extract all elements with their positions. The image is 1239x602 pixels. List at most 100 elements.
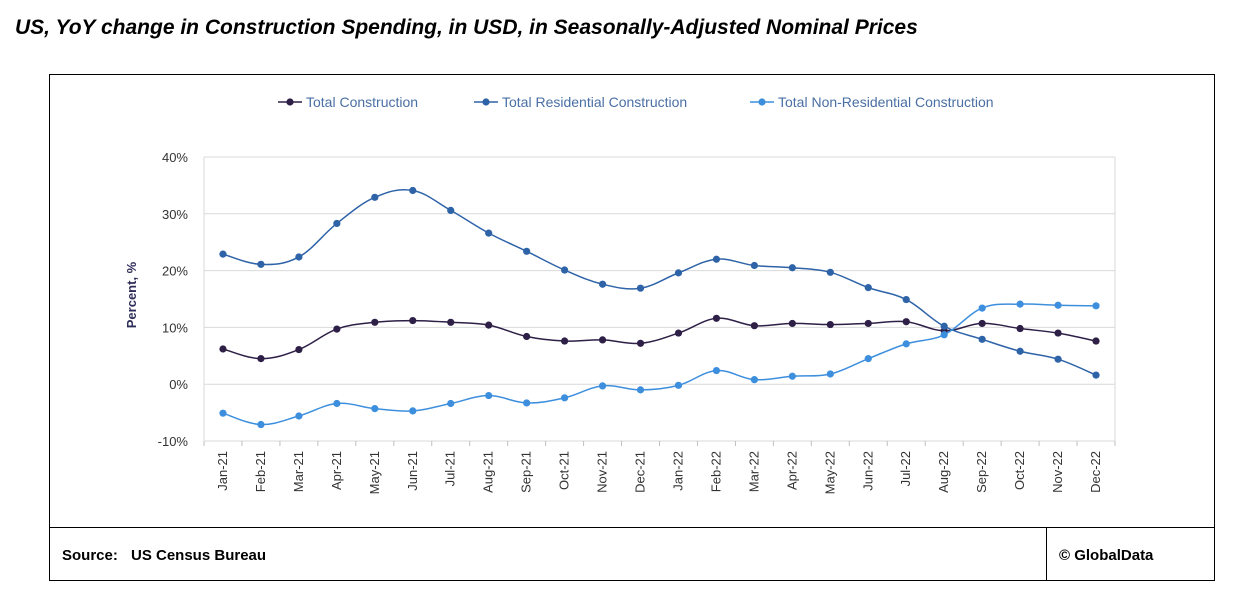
data-point <box>447 399 455 408</box>
data-point <box>523 247 531 255</box>
source-footer: Source: US Census Bureau <box>50 527 1047 580</box>
data-point <box>333 219 341 228</box>
data-point <box>333 399 341 408</box>
chart-frame: -10% 0% 10% 20% 30% 40% Jan-21 Feb-21 Mar-21 Apr-… <box>49 74 1215 581</box>
data-point <box>561 266 569 274</box>
data-point <box>1092 337 1100 345</box>
data-point <box>1054 355 1062 363</box>
axes: -10% 0% 10% 20% 30% 40% Jan-21 Feb-21 Mar-21 Apr-… <box>158 150 1116 494</box>
data-point <box>523 399 531 407</box>
data-point <box>712 366 721 375</box>
legend: Total Construction Total Residential Cons… <box>278 94 994 110</box>
data-point <box>447 206 455 214</box>
data-point <box>636 339 645 347</box>
data-point <box>788 319 796 328</box>
series-total-non-residential-construction <box>219 300 1100 429</box>
line-chart: -10% 0% 10% 20% 30% 40% Jan-21 Feb-21 Mar-21 Apr-… <box>124 94 1116 494</box>
data-point <box>864 319 872 328</box>
data-point <box>561 394 569 402</box>
data-point <box>485 229 493 237</box>
series-line-total-non-residential-construction <box>222 303 1097 426</box>
x-tick-label: Mar-22 <box>746 451 761 492</box>
x-tick-label: May-21 <box>367 451 382 494</box>
data-point <box>1054 329 1062 337</box>
data-point <box>636 284 645 292</box>
data-point <box>978 319 986 328</box>
data-point <box>978 304 986 312</box>
x-tick-label: Oct-21 <box>557 451 572 490</box>
data-point <box>295 345 303 354</box>
x-tick-label: Aug-21 <box>481 451 496 493</box>
data-point <box>1016 324 1024 333</box>
data-point <box>750 322 758 330</box>
data-point <box>674 269 683 277</box>
legend-item: Total Residential Construction <box>474 94 687 110</box>
data-point <box>712 255 721 263</box>
data-point <box>1092 302 1100 310</box>
data-point <box>750 261 758 270</box>
series-lines <box>219 186 1100 429</box>
x-tick-label: Nov-22 <box>1050 451 1065 493</box>
data-point <box>674 381 683 389</box>
data-point <box>257 260 265 268</box>
x-tick-label: Apr-22 <box>784 451 799 490</box>
data-point <box>371 405 379 413</box>
x-tick-label: Oct-22 <box>1012 451 1027 490</box>
data-point <box>295 412 303 420</box>
data-point <box>750 376 758 384</box>
legend-item: Total Construction <box>278 94 418 110</box>
page-title: US, YoY change in Construction Spending,… <box>15 16 918 39</box>
data-point <box>295 253 303 261</box>
legend-marker <box>286 98 294 106</box>
legend-label: Total Residential Construction <box>502 94 687 110</box>
legend-label: Total Non-Residential Construction <box>778 94 994 110</box>
data-point <box>674 329 683 337</box>
y-tick-label: 20% <box>162 264 188 279</box>
x-tick-label: Apr-21 <box>329 451 344 490</box>
data-point <box>371 318 379 326</box>
y-tick-label: -10% <box>158 434 189 449</box>
data-point <box>523 332 531 341</box>
data-point <box>598 336 607 344</box>
y-tick-label: 40% <box>162 150 188 165</box>
data-point <box>219 409 227 417</box>
data-point <box>485 391 493 400</box>
y-tick-label: 0% <box>169 377 188 392</box>
x-tick-label: Dec-21 <box>633 451 648 493</box>
data-point <box>1054 301 1062 309</box>
x-tick-label: Nov-21 <box>595 451 610 493</box>
legend-marker <box>758 98 766 106</box>
data-point <box>257 355 265 363</box>
x-tick-label: May-22 <box>822 451 837 494</box>
data-point <box>485 321 493 329</box>
data-point <box>1092 371 1100 379</box>
y-tick-label: 30% <box>162 207 188 222</box>
data-point <box>219 250 227 258</box>
data-point <box>788 264 796 272</box>
x-tick-label: Jul-22 <box>898 451 913 486</box>
data-point <box>940 322 948 330</box>
data-point <box>409 186 417 195</box>
data-point <box>712 314 721 322</box>
x-tick-label: Dec-22 <box>1088 451 1103 493</box>
x-tick-label: Sep-22 <box>974 451 989 493</box>
x-tick-label: Aug-22 <box>936 451 951 493</box>
data-point <box>902 318 910 326</box>
data-point <box>371 193 379 201</box>
data-point <box>219 345 227 353</box>
data-point <box>1016 347 1024 355</box>
x-tick-label: Jan-21 <box>215 451 230 491</box>
x-tick-label: Jan-22 <box>670 451 685 491</box>
data-point <box>902 295 910 304</box>
x-tick-label: Jul-21 <box>443 451 458 486</box>
legend-marker <box>482 98 490 106</box>
data-point <box>864 355 872 363</box>
data-point <box>864 284 872 292</box>
source-value: US Census Bureau <box>131 547 267 564</box>
legend-label: Total Construction <box>306 94 418 110</box>
legend-item: Total Non-Residential Construction <box>750 94 994 110</box>
data-point <box>447 318 455 326</box>
data-point <box>409 316 417 325</box>
series-line-total-residential-construction <box>222 189 1097 376</box>
data-point <box>257 420 265 429</box>
